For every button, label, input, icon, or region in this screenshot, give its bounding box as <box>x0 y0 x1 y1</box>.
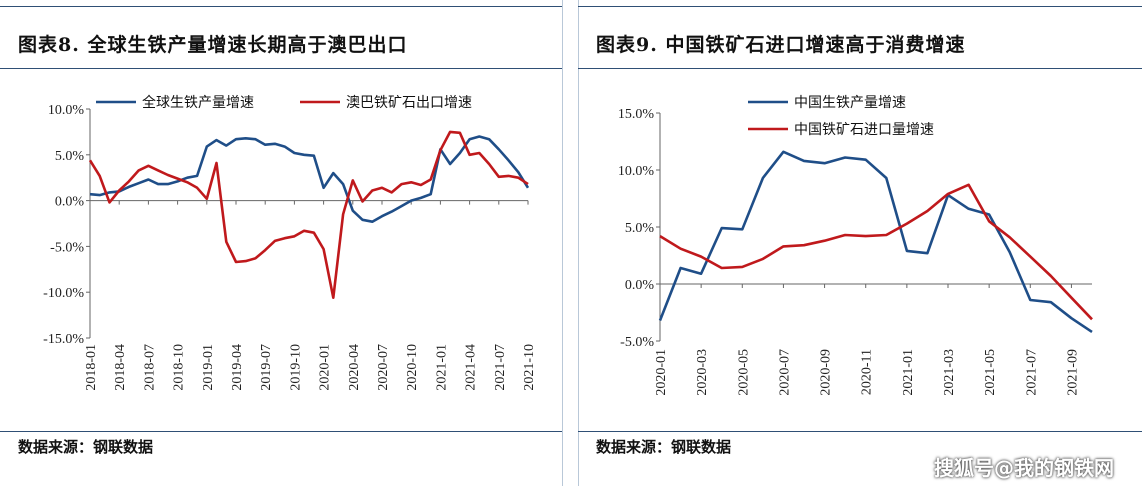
x-tick-label: 2021-01 <box>434 344 449 391</box>
y-tick-label: 5.0% <box>625 221 655 236</box>
x-tick-label: 2018-07 <box>142 344 157 391</box>
y-tick-label: 15.0% <box>618 107 655 122</box>
watermark: 搜狐号@我的钢铁网 <box>934 456 1114 480</box>
chart-title: 图表8. 全球生铁产量增速长期高于澳巴出口 <box>18 34 408 56</box>
x-tick-label: 2020-10 <box>405 344 420 391</box>
series-line-1 <box>659 183 1093 321</box>
chart-svg: 15.0% 10.0% 5.0% 0.0% -5.0%2020-01 2020-03 202… <box>618 95 1093 396</box>
x-tick-label: 2020-04 <box>347 344 362 391</box>
title-top-rule <box>578 6 1142 7</box>
x-tick-label: 2020-03 <box>695 349 710 396</box>
series-line-1 <box>88 130 529 300</box>
y-tick-label: 0.0% <box>55 195 85 210</box>
panel-divider-left <box>562 0 563 486</box>
x-tick-label: 2018-01 <box>84 344 99 391</box>
x-tick-label: 2021-05 <box>983 349 998 396</box>
x-tick-label: 2021-03 <box>942 349 957 396</box>
x-tick-label: 2020-07 <box>376 344 391 391</box>
source-top-rule <box>0 431 562 432</box>
x-tick-label: 2019-01 <box>201 344 216 391</box>
source-top-rule <box>578 431 1142 432</box>
series-line-0 <box>658 150 1093 333</box>
legend-label: 中国生铁产量增速 <box>794 95 906 111</box>
y-tick-label: -15.0% <box>43 332 84 347</box>
y-tick-label: 10.0% <box>48 103 85 118</box>
legend-label: 全球生铁产量增速 <box>142 94 254 111</box>
series-line-0 <box>89 135 530 223</box>
x-tick-label: 2020-11 <box>860 349 875 395</box>
source-note: 数据来源：钢联数据 <box>596 438 732 456</box>
legend-label: 中国铁矿石进口量增速 <box>794 122 934 138</box>
x-tick-label: 2019-04 <box>230 344 245 391</box>
source-note: 数据来源：钢联数据 <box>18 438 154 456</box>
x-tick-label: 2019-07 <box>259 344 274 391</box>
chart-title: 图表9. 中国铁矿石进口增速高于消费增速 <box>596 34 966 56</box>
x-tick-label: 2020-07 <box>777 349 792 396</box>
legend-label: 澳巴铁矿石出口增速 <box>346 95 472 111</box>
x-tick-label: 2021-01 <box>901 349 916 396</box>
y-tick-label: -5.0% <box>620 335 654 350</box>
x-tick-label: 2018-10 <box>172 344 187 391</box>
x-tick-label: 2021-07 <box>1024 349 1039 396</box>
title-top-rule <box>0 6 562 7</box>
x-tick-label: 2021-10 <box>522 344 537 391</box>
title-bottom-rule <box>578 68 1142 69</box>
y-tick-label: 10.0% <box>618 164 655 179</box>
x-tick-label: 2021-07 <box>493 344 508 391</box>
x-tick-label: 2020-05 <box>736 349 751 396</box>
x-tick-label: 2020-09 <box>819 349 834 396</box>
y-tick-label: 0.0% <box>625 278 655 293</box>
chart-panel-right: 图表9. 中国铁矿石进口增速高于消费增速 15.0% 10.0% 5.0% 0.0% -… <box>578 0 1142 486</box>
panel-divider-right <box>578 0 579 486</box>
y-tick-label: -5.0% <box>50 240 84 255</box>
x-tick-label: 2018-04 <box>113 344 128 391</box>
title-bottom-rule <box>0 68 562 69</box>
chart-panel-left: 图表8. 全球生铁产量增速长期高于澳巴出口 10.0% 5.0% 0.0% -5.0%… <box>0 0 562 486</box>
y-tick-label: -10.0% <box>43 286 84 301</box>
y-tick-label: 5.0% <box>55 149 85 164</box>
x-tick-label: 2020-01 <box>654 349 669 396</box>
x-tick-label: 2021-04 <box>464 344 479 391</box>
x-tick-label: 2021-09 <box>1065 349 1080 396</box>
x-tick-label: 2020-01 <box>318 344 333 391</box>
x-tick-label: 2019-10 <box>288 344 303 391</box>
chart-svg: 10.0% 5.0% 0.0% -5.0% -10.0% -15.0%2018-01 201… <box>43 94 537 391</box>
